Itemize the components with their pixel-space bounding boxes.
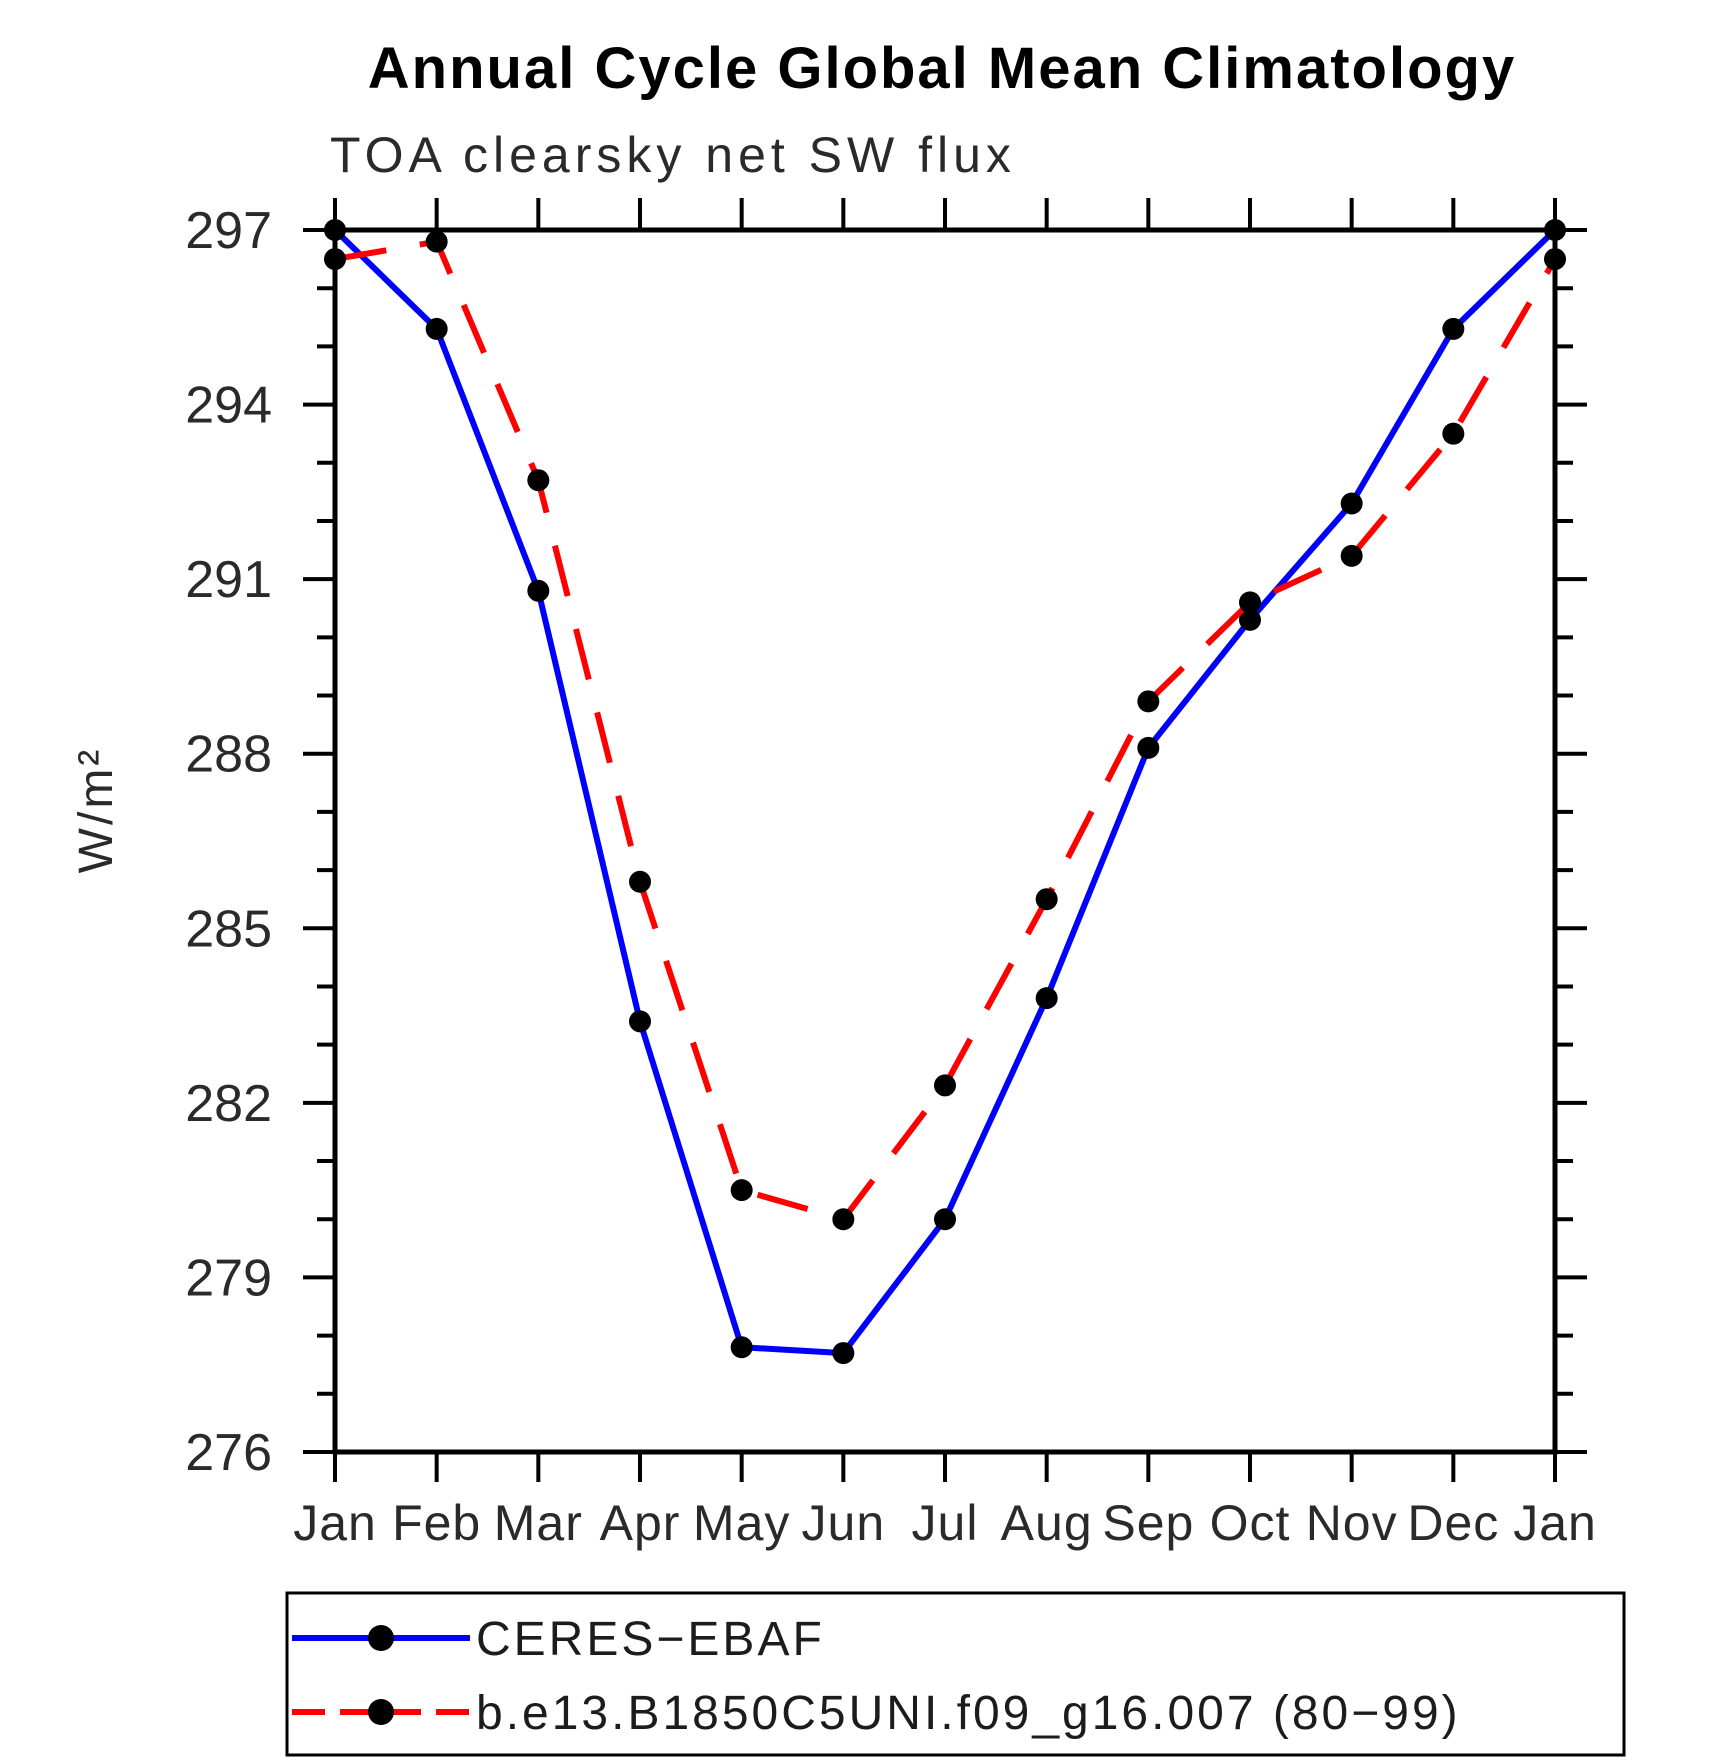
series-marker-0 (324, 219, 346, 241)
legend-label-0: CERES−EBAF (476, 1613, 825, 1666)
axes-layer: Jan Feb Mar Apr May Jun Jul Aug Sep Oct Nov Dec Jan2… (185, 198, 1597, 1551)
series-marker-1 (1340, 544, 1363, 567)
x-month-label: May (693, 1495, 790, 1551)
y-tick-label: 291 (185, 551, 272, 609)
series-marker-1 (324, 248, 346, 271)
series-marker-0 (527, 579, 550, 602)
x-month-label: Aug (1001, 1495, 1093, 1551)
series-marker-0 (629, 1010, 651, 1033)
series-marker-1 (1035, 888, 1058, 911)
series-line-1 (334, 238, 1558, 1223)
series-marker-0 (425, 317, 448, 340)
legend-marker-1 (368, 1699, 394, 1725)
x-month-label: Dec (1407, 1495, 1499, 1551)
legend-marker-0 (368, 1625, 394, 1651)
series-marker-1 (527, 469, 550, 492)
x-month-label: Apr (600, 1495, 681, 1551)
x-month-label: Oct (1210, 1495, 1291, 1551)
x-month-label: Nov (1306, 1495, 1398, 1551)
axis-frame (332, 227, 1558, 1455)
legend-label-1: b.e13.B1850C5UNI.f09_g16.007 (80−99) (476, 1687, 1461, 1740)
y-tick-label: 276 (185, 1424, 272, 1482)
series-marker-0 (1239, 608, 1261, 631)
series-marker-1 (1442, 422, 1465, 445)
y-tick-label: 294 (185, 377, 272, 435)
series-marker-1 (425, 230, 448, 253)
y-tick-label: 282 (185, 1075, 272, 1133)
series-line-0 (332, 227, 1558, 1357)
series-marker-0 (1442, 317, 1465, 340)
y-tick-label: 288 (185, 726, 272, 784)
x-month-label: Sep (1102, 1495, 1194, 1551)
x-month-label: Jan (1513, 1495, 1597, 1551)
y-tick-label: 285 (185, 900, 272, 958)
series-marker-0 (1340, 492, 1363, 515)
series-marker-0 (1035, 987, 1058, 1010)
y-tick-label: 279 (185, 1249, 272, 1307)
y-tick-label: 297 (185, 202, 272, 260)
chart-title: Annual Cycle Global Mean Climatology (368, 36, 1516, 101)
series-marker-0 (1137, 736, 1160, 759)
series-marker-1 (1239, 591, 1261, 614)
series-layer (324, 219, 1566, 1365)
series-marker-0 (832, 1342, 855, 1365)
x-month-label: Mar (494, 1495, 583, 1551)
x-month-label: Jul (912, 1495, 979, 1551)
x-month-label: Jan (293, 1495, 377, 1551)
series-marker-1 (629, 870, 651, 893)
legend-box (285, 1591, 1626, 1757)
y-axis-label: W/m² (70, 747, 123, 874)
series-marker-1 (1137, 690, 1160, 713)
series-marker-1 (832, 1208, 855, 1231)
series-marker-0 (1544, 219, 1566, 241)
chart-subtitle: TOA clearsky net SW flux (330, 127, 1016, 183)
x-month-label: Feb (392, 1495, 481, 1551)
series-marker-0 (934, 1208, 956, 1231)
series-marker-1 (934, 1074, 956, 1097)
legend: CERES−EBAF b.e13.B1850C5UNI.f09_g16.007 (… (285, 1591, 1626, 1757)
series-marker-1 (730, 1179, 753, 1202)
series-marker-1 (1544, 248, 1566, 271)
x-month-label: Jun (802, 1495, 886, 1551)
series-marker-0 (730, 1336, 753, 1359)
